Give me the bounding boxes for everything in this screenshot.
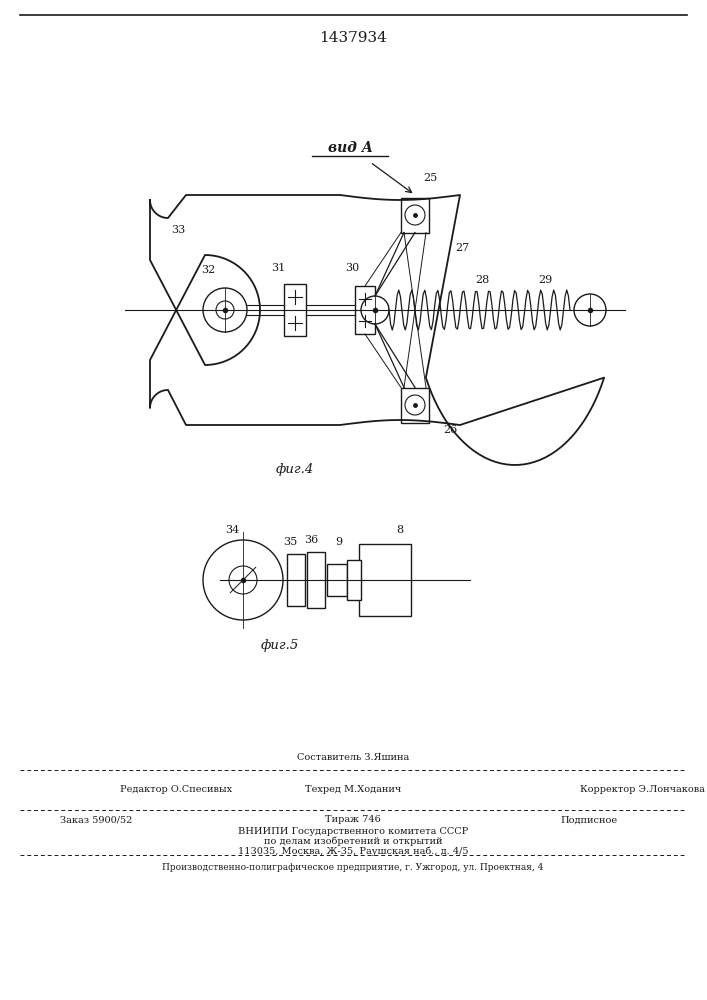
Bar [284, 284, 306, 336]
Text: 32: 32 [201, 265, 215, 275]
Bar [307, 552, 325, 608]
Text: 113035, Москва, Ж-35, Раушская наб., д. 4/5: 113035, Москва, Ж-35, Раушская наб., д. … [238, 846, 468, 856]
Text: Тираж 746: Тираж 746 [325, 816, 381, 824]
Bar [347, 560, 361, 600]
Text: Техред М.Ходанич: Техред М.Ходанич [305, 786, 401, 794]
Text: 31: 31 [271, 263, 285, 273]
Text: 27: 27 [455, 243, 469, 253]
Text: фиг.4: фиг.4 [276, 464, 314, 477]
Text: по делам изобретений и открытий: по делам изобретений и открытий [264, 836, 443, 846]
Text: 36: 36 [304, 535, 318, 545]
Text: вид А: вид А [327, 141, 373, 155]
Text: Корректор Э.Лончакова: Корректор Э.Лончакова [580, 786, 705, 794]
Bar [355, 286, 375, 334]
Text: Подписное: Подписное [560, 816, 617, 824]
Bar [359, 544, 411, 616]
Text: 34: 34 [225, 525, 239, 535]
Text: Составитель З.Яшина: Составитель З.Яшина [297, 754, 409, 762]
Text: ВНИИПИ Государственного комитета СССР: ВНИИПИ Государственного комитета СССР [238, 826, 468, 836]
Circle shape [574, 294, 606, 326]
Bar [401, 387, 429, 422]
Bar [401, 198, 429, 232]
Bar [287, 554, 305, 606]
Text: 30: 30 [345, 263, 359, 273]
Text: 9: 9 [335, 537, 343, 547]
Text: Производственно-полиграфическое предприятие, г. Ужгород, ул. Проектная, 4: Производственно-полиграфическое предприя… [163, 863, 544, 872]
Text: 8: 8 [397, 525, 404, 535]
Text: 29: 29 [538, 275, 552, 285]
Text: 28: 28 [475, 275, 489, 285]
Text: Заказ 5900/52: Заказ 5900/52 [60, 816, 132, 824]
Text: 25: 25 [423, 173, 437, 183]
Text: 26: 26 [443, 425, 457, 435]
Text: фиг.5: фиг.5 [261, 639, 299, 652]
Text: 1437934: 1437934 [319, 31, 387, 45]
Bar [327, 564, 347, 596]
Text: Редактор О.Спесивых: Редактор О.Спесивых [120, 786, 232, 794]
Circle shape [203, 540, 283, 620]
Text: 35: 35 [283, 537, 297, 547]
Circle shape [361, 296, 389, 324]
Text: 33: 33 [171, 225, 185, 235]
